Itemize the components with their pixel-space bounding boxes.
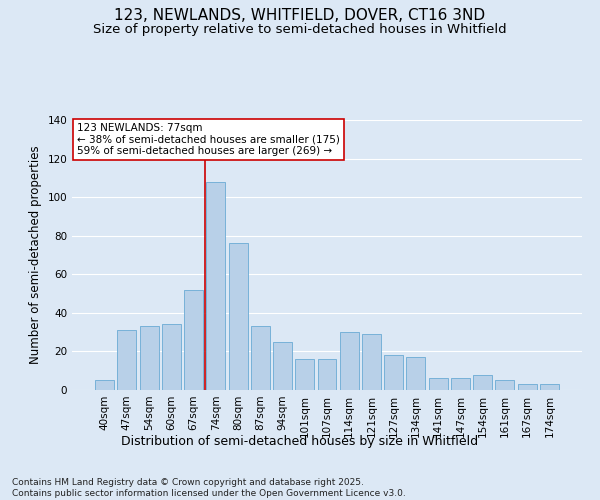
Text: Size of property relative to semi-detached houses in Whitfield: Size of property relative to semi-detach…	[93, 22, 507, 36]
Bar	[317, 359, 337, 390]
Bar	[473, 374, 492, 390]
Bar	[162, 324, 181, 390]
Text: 123, NEWLANDS, WHITFIELD, DOVER, CT16 3ND: 123, NEWLANDS, WHITFIELD, DOVER, CT16 3N…	[115, 8, 485, 22]
Bar	[451, 378, 470, 390]
Text: Contains HM Land Registry data © Crown copyright and database right 2025.
Contai: Contains HM Land Registry data © Crown c…	[12, 478, 406, 498]
Bar	[384, 356, 403, 390]
Bar	[206, 182, 225, 390]
Bar	[362, 334, 381, 390]
Bar	[118, 330, 136, 390]
Bar	[340, 332, 359, 390]
Bar	[95, 380, 114, 390]
Bar	[184, 290, 203, 390]
Bar	[429, 378, 448, 390]
Text: 123 NEWLANDS: 77sqm
← 38% of semi-detached houses are smaller (175)
59% of semi-: 123 NEWLANDS: 77sqm ← 38% of semi-detach…	[77, 122, 340, 156]
Bar	[273, 342, 292, 390]
Bar	[518, 384, 536, 390]
Bar	[140, 326, 158, 390]
Y-axis label: Number of semi-detached properties: Number of semi-detached properties	[29, 146, 42, 364]
Bar	[251, 326, 270, 390]
Bar	[295, 359, 314, 390]
Text: Distribution of semi-detached houses by size in Whitfield: Distribution of semi-detached houses by …	[121, 435, 479, 448]
Bar	[496, 380, 514, 390]
Bar	[406, 357, 425, 390]
Bar	[229, 244, 248, 390]
Bar	[540, 384, 559, 390]
